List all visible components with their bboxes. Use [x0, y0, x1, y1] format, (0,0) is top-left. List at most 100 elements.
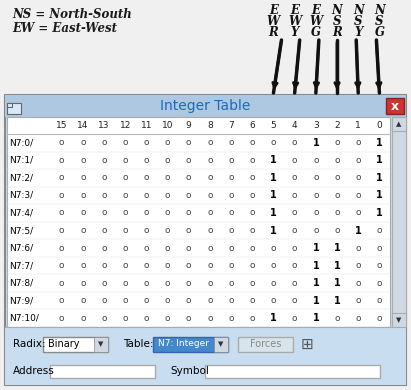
Text: o: o: [334, 191, 340, 200]
Text: 1: 1: [334, 261, 340, 271]
Text: 1: 1: [376, 155, 383, 165]
Bar: [94, 337, 108, 351]
Text: o: o: [59, 226, 65, 235]
Text: S: S: [375, 15, 383, 28]
Text: o: o: [376, 243, 382, 253]
Text: o: o: [249, 296, 255, 305]
Bar: [7, 103, 21, 114]
Text: ▼: ▼: [98, 341, 104, 347]
Text: o: o: [356, 191, 361, 200]
Text: o: o: [229, 208, 234, 218]
Text: Table:: Table:: [123, 339, 153, 349]
Text: o: o: [376, 226, 382, 235]
Text: N7:8/: N7:8/: [9, 278, 33, 288]
Text: 1: 1: [270, 173, 277, 183]
Text: o: o: [122, 191, 128, 200]
Text: o: o: [101, 243, 107, 253]
Text: o: o: [313, 208, 319, 218]
Text: o: o: [313, 191, 319, 200]
Text: o: o: [356, 243, 361, 253]
Text: 14: 14: [77, 121, 88, 130]
Text: o: o: [356, 208, 361, 218]
Text: 6: 6: [249, 121, 255, 130]
Text: o: o: [313, 174, 319, 183]
Text: W: W: [288, 15, 301, 28]
Text: o: o: [80, 174, 85, 183]
Text: o: o: [143, 314, 149, 323]
Bar: [5, 327, 406, 385]
Text: o: o: [143, 261, 149, 270]
Text: o: o: [334, 314, 340, 323]
Text: G: G: [374, 26, 384, 39]
Text: 4: 4: [292, 121, 298, 130]
Bar: [392, 117, 406, 131]
Text: N7:7/: N7:7/: [9, 261, 33, 270]
Text: 1: 1: [355, 225, 362, 236]
Text: o: o: [59, 138, 65, 147]
Text: o: o: [101, 296, 107, 305]
Text: N7: Integer: N7: Integer: [158, 340, 209, 349]
Text: o: o: [292, 314, 298, 323]
Text: o: o: [122, 314, 128, 323]
Text: NS = North-South: NS = North-South: [12, 8, 132, 21]
Text: o: o: [143, 174, 149, 183]
Text: o: o: [186, 296, 192, 305]
Text: o: o: [207, 191, 212, 200]
Bar: [205, 365, 380, 378]
Text: N7:10/: N7:10/: [9, 314, 39, 323]
Bar: [5, 95, 406, 385]
Text: Y: Y: [354, 26, 363, 39]
Text: E: E: [269, 4, 278, 17]
Text: 10: 10: [162, 121, 173, 130]
Text: o: o: [334, 174, 340, 183]
Text: E: E: [290, 4, 299, 17]
Text: o: o: [122, 278, 128, 288]
Text: o: o: [292, 296, 298, 305]
Text: EW = East-West: EW = East-West: [12, 22, 117, 35]
Text: 1: 1: [312, 278, 319, 288]
Text: o: o: [334, 138, 340, 147]
Text: o: o: [356, 138, 361, 147]
Text: Integer Table: Integer Table: [160, 99, 251, 113]
Text: o: o: [249, 243, 255, 253]
Text: o: o: [143, 208, 149, 218]
Text: o: o: [101, 261, 107, 270]
Bar: [7, 103, 12, 107]
Text: o: o: [376, 278, 382, 288]
Text: N7:6/: N7:6/: [9, 243, 33, 253]
Text: o: o: [186, 138, 192, 147]
Text: o: o: [292, 191, 298, 200]
Text: o: o: [271, 138, 276, 147]
Bar: [214, 337, 228, 351]
Text: o: o: [80, 138, 85, 147]
Text: o: o: [101, 174, 107, 183]
Text: o: o: [101, 208, 107, 218]
Text: o: o: [165, 296, 170, 305]
Text: o: o: [143, 191, 149, 200]
Text: o: o: [122, 208, 128, 218]
Text: o: o: [249, 226, 255, 235]
Text: o: o: [122, 156, 128, 165]
Text: o: o: [122, 261, 128, 270]
Text: o: o: [59, 261, 65, 270]
Text: o: o: [229, 191, 234, 200]
Text: o: o: [186, 314, 192, 323]
Text: o: o: [249, 156, 255, 165]
Text: o: o: [207, 243, 212, 253]
Text: 1: 1: [270, 225, 277, 236]
Text: o: o: [59, 278, 65, 288]
Text: o: o: [207, 226, 212, 235]
Text: N7:4/: N7:4/: [9, 208, 33, 218]
Text: 1: 1: [376, 190, 383, 200]
Text: S: S: [354, 15, 363, 28]
Text: 11: 11: [141, 121, 152, 130]
Text: o: o: [229, 174, 234, 183]
Text: o: o: [356, 314, 361, 323]
Text: W: W: [309, 15, 323, 28]
Text: N7:3/: N7:3/: [9, 191, 33, 200]
Text: o: o: [80, 243, 85, 253]
Text: 1: 1: [312, 261, 319, 271]
Text: o: o: [376, 314, 382, 323]
Text: 1: 1: [356, 121, 361, 130]
Text: o: o: [376, 261, 382, 270]
